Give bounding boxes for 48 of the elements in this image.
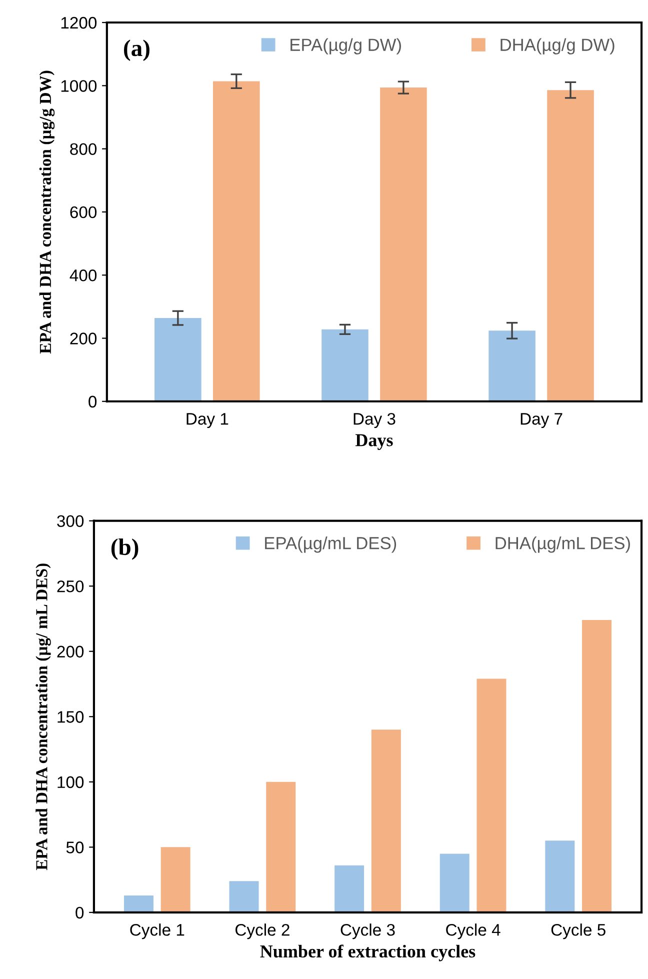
legend-label: DHA(µg/mL DES) <box>496 536 630 553</box>
bar <box>440 854 470 912</box>
y-tick-label: 300 <box>57 515 84 528</box>
x-tick-label: Day 7 <box>520 413 562 428</box>
y-tick-label: 200 <box>57 646 84 658</box>
x-tick-label: Cycle 3 <box>340 924 395 940</box>
x-tick-label: Day 1 <box>186 413 228 428</box>
legend-label: EPA(µg/g DW) <box>290 38 401 54</box>
y-tick-label: 150 <box>58 711 84 723</box>
y-tick-label: 100 <box>58 776 84 788</box>
y-tick-label: 1200 <box>61 16 97 29</box>
y-tick-label: 800 <box>70 143 97 156</box>
y-tick-label: 0 <box>88 396 97 408</box>
x-tick-label: Cycle 4 <box>446 924 500 940</box>
x-tick-label: Day 3 <box>354 412 396 428</box>
legend-label: DHA(µg/g DW) <box>500 38 614 54</box>
bar <box>322 329 368 402</box>
x-tick-label: Cycle 5 <box>551 924 606 940</box>
bar <box>334 865 364 912</box>
y-tick-label: 50 <box>66 842 84 854</box>
bar <box>488 330 536 402</box>
y-tick-label: 250 <box>57 580 84 592</box>
bar <box>545 840 575 912</box>
annotation: (a) <box>124 40 150 61</box>
y-tick-label: 200 <box>70 332 97 344</box>
bar <box>229 881 259 912</box>
x-axis-title: Number of extraction cycles <box>260 944 476 962</box>
x-tick-label: Cycle 1 <box>130 924 184 940</box>
bar <box>380 88 427 402</box>
bar <box>547 90 594 402</box>
bar <box>266 782 296 912</box>
y-tick-label: 600 <box>70 206 97 218</box>
y-axis-title: EPA and DHA concentration (µg/ mL DES) <box>36 564 51 870</box>
y-tick-label: 0 <box>76 906 84 919</box>
x-tick-label: Cycle 2 <box>236 924 290 940</box>
bar <box>476 678 506 912</box>
y-tick-label: 400 <box>70 270 97 282</box>
y-tick-label: 1000 <box>61 80 97 92</box>
y-axis-title: EPA and DHA concentration (µg/g DW) <box>39 70 55 354</box>
legend-label: EPA(µg/mL DES) <box>265 536 396 553</box>
bar <box>371 730 401 912</box>
bar <box>582 620 612 912</box>
bar <box>160 847 190 912</box>
bar <box>213 81 260 402</box>
x-axis-title: Days <box>355 434 393 450</box>
bar <box>124 895 154 912</box>
annotation: (b) <box>111 538 138 560</box>
bar <box>154 318 202 402</box>
